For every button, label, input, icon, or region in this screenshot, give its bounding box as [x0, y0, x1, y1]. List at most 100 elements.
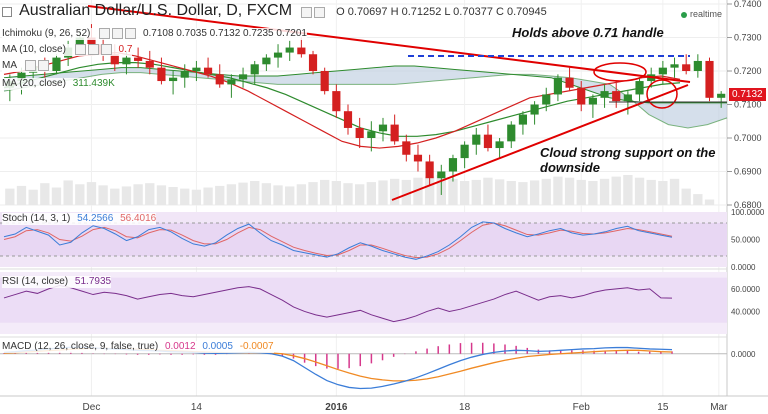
volume-bar — [646, 179, 656, 205]
candle-body — [553, 77, 562, 95]
legend-ichimoku[interactable]: Ichimoku (9, 26, 52) 0.7108 0.7035 0.713… — [2, 28, 307, 41]
candle-body — [122, 57, 131, 65]
candle-body — [658, 67, 667, 75]
price-axis-panel — [727, 0, 768, 414]
eye-icon[interactable] — [99, 28, 111, 39]
candle-body — [635, 81, 644, 95]
volume-bar — [448, 178, 458, 205]
price-tick-label: 0.7000 — [734, 133, 762, 143]
candle-body — [145, 60, 154, 68]
volume-bar — [261, 183, 272, 205]
volume-bar — [191, 189, 202, 205]
candle-body — [250, 64, 259, 75]
legend-ma20[interactable]: MA (20, close) 311.439K — [2, 78, 115, 90]
price-tick-label: 0.7100 — [734, 100, 762, 110]
candle-body — [483, 134, 493, 149]
volume-bar — [343, 183, 353, 205]
volume-bar — [296, 184, 307, 205]
volume-bar — [518, 182, 528, 205]
price-tick-label: 0.7400 — [734, 0, 762, 9]
price-tick-label: 0.6900 — [734, 167, 762, 177]
candle-body — [518, 114, 528, 125]
candle-body — [297, 47, 306, 55]
legend-ma10[interactable]: MA (10, close) 0.7 — [2, 44, 133, 57]
legend-rsi[interactable]: RSI (14, close) 51.7935 — [2, 276, 112, 288]
settings-icon[interactable] — [112, 28, 124, 39]
trendline-support — [391, 84, 689, 201]
candle-body — [577, 87, 586, 105]
settings-icon[interactable] — [87, 44, 99, 55]
volume-bar — [215, 185, 225, 205]
highlight-ellipse-price — [646, 79, 678, 109]
volume-bar — [250, 181, 260, 205]
volume-bar — [623, 175, 633, 205]
legend-macd[interactable]: MACD (12, 26, close, 9, false, true) 0.0… — [2, 341, 274, 353]
x-tick-label: Mar — [710, 402, 728, 413]
candle-body — [705, 60, 714, 98]
legend-stoch[interactable]: Stoch (14, 3, 1) 54.2566 56.4016 — [2, 213, 157, 225]
eye-icon[interactable] — [74, 44, 86, 55]
candle-body — [134, 57, 143, 61]
volume-bar — [658, 181, 668, 205]
header: Australian Dollar/U.S. Dollar, D, FXCM O… — [2, 2, 547, 20]
candle-body — [169, 77, 178, 82]
candle-body — [542, 94, 551, 105]
price-tick-label: 0.7200 — [734, 66, 762, 76]
close-icon[interactable] — [125, 28, 137, 39]
stoch-tick-label: 0.0000 — [731, 263, 756, 272]
annotation-cloud-support: Cloud strong support on the downside — [540, 145, 716, 175]
rsi-band — [0, 277, 727, 323]
candle-body — [87, 37, 96, 45]
candle-body — [320, 71, 329, 92]
stoch-tick-label: 50.0000 — [731, 236, 760, 245]
volume-bar — [681, 188, 691, 205]
symbol-icon[interactable] — [2, 7, 12, 18]
volume-bar — [506, 181, 516, 205]
candle-body — [262, 57, 271, 65]
volume-bar — [634, 177, 645, 205]
volume-bar — [459, 181, 470, 205]
volume-bar — [98, 185, 108, 205]
volume-bar — [40, 183, 50, 205]
volume-bar — [203, 187, 213, 205]
volume-bar — [599, 178, 610, 205]
last-price-label: 0.7132 — [729, 88, 766, 101]
volume-bar — [145, 183, 155, 205]
volume-bar — [226, 184, 237, 205]
candle-body — [413, 154, 423, 162]
volume-bar — [378, 180, 388, 205]
x-tick-label: 14 — [191, 402, 203, 413]
candle-body — [17, 72, 26, 82]
x-tick-label: Feb — [573, 402, 591, 413]
close-icon[interactable] — [100, 44, 112, 55]
x-tick-label: 2016 — [325, 402, 348, 413]
stoch-k-line — [3, 221, 673, 260]
x-tick-label: 18 — [459, 402, 471, 413]
legend-ma-b[interactable]: MA — [2, 60, 50, 73]
price-tick-label: 0.6800 — [734, 200, 762, 210]
candle-body — [717, 93, 726, 98]
rsi-tick-label: 60.0000 — [731, 285, 760, 294]
volume-bar — [51, 187, 62, 205]
candle-body — [308, 54, 318, 71]
volume-bar — [389, 178, 400, 205]
stoch-band — [0, 223, 727, 256]
settings-icon[interactable] — [38, 60, 50, 71]
volume-bar — [28, 189, 38, 205]
volume-bar — [110, 188, 120, 205]
volume-bar — [564, 177, 575, 205]
volume-bar — [669, 178, 680, 205]
symbol-title[interactable]: Australian Dollar/U.S. Dollar, D, FXCM — [19, 2, 293, 19]
candle-body — [472, 134, 481, 145]
volume-bar — [156, 185, 167, 205]
settings-icon[interactable] — [314, 6, 326, 18]
volume-bar — [133, 184, 143, 205]
eye-icon[interactable] — [301, 6, 313, 18]
x-tick-label: 15 — [657, 402, 669, 413]
rsi-line — [3, 285, 673, 323]
volume-bar — [494, 179, 505, 205]
eye-icon[interactable] — [25, 60, 37, 71]
volume-bar — [308, 182, 318, 205]
volume-bar — [541, 178, 551, 205]
volume-bar — [331, 181, 342, 205]
